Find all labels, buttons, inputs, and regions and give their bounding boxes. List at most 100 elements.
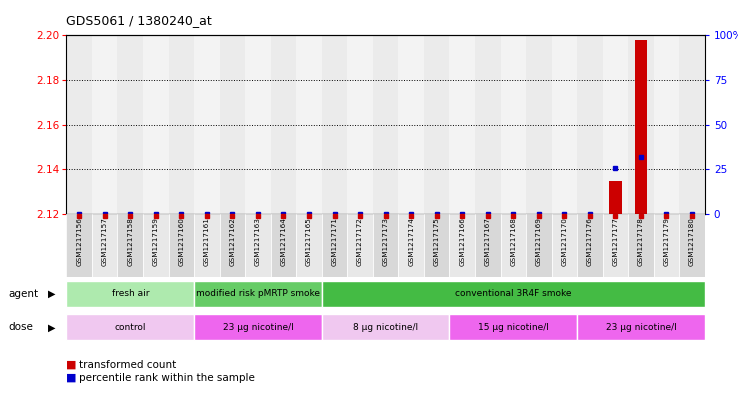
Text: percentile rank within the sample: percentile rank within the sample bbox=[79, 373, 255, 383]
Text: 23 μg nicotine/l: 23 μg nicotine/l bbox=[606, 323, 676, 332]
Text: 15 μg nicotine/l: 15 μg nicotine/l bbox=[477, 323, 549, 332]
Bar bbox=[194, 314, 322, 340]
Bar bbox=[449, 35, 475, 214]
Bar bbox=[679, 35, 705, 214]
Bar bbox=[373, 35, 399, 214]
Text: GSM1217179: GSM1217179 bbox=[663, 217, 669, 266]
Bar bbox=[679, 214, 705, 277]
Text: GDS5061 / 1380240_at: GDS5061 / 1380240_at bbox=[66, 14, 212, 27]
Bar bbox=[220, 35, 245, 214]
Bar bbox=[635, 40, 647, 214]
Bar bbox=[66, 214, 92, 277]
Text: GSM1217170: GSM1217170 bbox=[562, 217, 568, 266]
Text: GSM1217167: GSM1217167 bbox=[485, 217, 491, 266]
Bar bbox=[609, 181, 622, 214]
Bar bbox=[322, 281, 705, 307]
Bar bbox=[92, 214, 117, 277]
Bar bbox=[194, 214, 220, 277]
Bar bbox=[577, 35, 603, 214]
Bar bbox=[475, 214, 500, 277]
Text: ■: ■ bbox=[66, 360, 77, 370]
Bar bbox=[117, 35, 143, 214]
Bar bbox=[66, 281, 194, 307]
Bar bbox=[271, 214, 296, 277]
Bar bbox=[66, 35, 92, 214]
Text: GSM1217168: GSM1217168 bbox=[510, 217, 517, 266]
Text: GSM1217172: GSM1217172 bbox=[357, 217, 363, 266]
Bar bbox=[348, 214, 373, 277]
Bar bbox=[117, 214, 143, 277]
Bar bbox=[551, 214, 577, 277]
Text: 8 μg nicotine/l: 8 μg nicotine/l bbox=[353, 323, 418, 332]
Bar bbox=[220, 214, 245, 277]
Text: GSM1217157: GSM1217157 bbox=[102, 217, 108, 266]
Bar bbox=[245, 35, 271, 214]
Text: GSM1217166: GSM1217166 bbox=[459, 217, 465, 266]
Bar bbox=[245, 214, 271, 277]
Bar bbox=[271, 35, 296, 214]
Bar bbox=[577, 214, 603, 277]
Text: GSM1217174: GSM1217174 bbox=[408, 217, 414, 266]
Bar bbox=[577, 314, 705, 340]
Text: GSM1217178: GSM1217178 bbox=[638, 217, 644, 266]
Text: GSM1217173: GSM1217173 bbox=[382, 217, 389, 266]
Bar bbox=[143, 214, 168, 277]
Bar bbox=[603, 214, 628, 277]
Text: GSM1217164: GSM1217164 bbox=[280, 217, 286, 266]
Text: agent: agent bbox=[9, 289, 39, 299]
Text: modified risk pMRTP smoke: modified risk pMRTP smoke bbox=[196, 289, 320, 298]
Bar bbox=[92, 35, 117, 214]
Text: GSM1217160: GSM1217160 bbox=[179, 217, 184, 266]
Text: GSM1217159: GSM1217159 bbox=[153, 217, 159, 266]
Bar bbox=[628, 214, 654, 277]
Text: dose: dose bbox=[9, 322, 34, 332]
Bar bbox=[66, 314, 194, 340]
Text: GSM1217158: GSM1217158 bbox=[127, 217, 134, 266]
Bar bbox=[424, 35, 449, 214]
Text: GSM1217180: GSM1217180 bbox=[689, 217, 695, 266]
Bar bbox=[449, 314, 577, 340]
Text: GSM1217177: GSM1217177 bbox=[613, 217, 618, 266]
Bar bbox=[449, 214, 475, 277]
Text: transformed count: transformed count bbox=[79, 360, 176, 370]
Text: GSM1217156: GSM1217156 bbox=[76, 217, 82, 266]
Bar bbox=[654, 35, 679, 214]
Bar bbox=[475, 35, 500, 214]
Bar bbox=[628, 35, 654, 214]
Bar bbox=[296, 35, 322, 214]
Text: GSM1217162: GSM1217162 bbox=[230, 217, 235, 266]
Text: 23 μg nicotine/l: 23 μg nicotine/l bbox=[223, 323, 293, 332]
Text: GSM1217169: GSM1217169 bbox=[536, 217, 542, 266]
Bar bbox=[526, 214, 551, 277]
Text: ▶: ▶ bbox=[48, 322, 55, 332]
Bar bbox=[296, 214, 322, 277]
Bar bbox=[168, 214, 194, 277]
Bar bbox=[551, 35, 577, 214]
Text: ■: ■ bbox=[66, 373, 77, 383]
Text: GSM1217161: GSM1217161 bbox=[204, 217, 210, 266]
Bar bbox=[654, 214, 679, 277]
Bar bbox=[603, 35, 628, 214]
Bar bbox=[500, 35, 526, 214]
Bar bbox=[143, 35, 168, 214]
Text: GSM1217176: GSM1217176 bbox=[587, 217, 593, 266]
Bar bbox=[399, 35, 424, 214]
Bar bbox=[500, 214, 526, 277]
Text: control: control bbox=[114, 323, 146, 332]
Bar bbox=[322, 314, 449, 340]
Bar bbox=[399, 214, 424, 277]
Text: conventional 3R4F smoke: conventional 3R4F smoke bbox=[455, 289, 571, 298]
Bar bbox=[168, 35, 194, 214]
Bar bbox=[322, 35, 348, 214]
Bar bbox=[322, 214, 348, 277]
Bar bbox=[348, 35, 373, 214]
Text: GSM1217163: GSM1217163 bbox=[255, 217, 261, 266]
Bar bbox=[194, 35, 220, 214]
Text: fresh air: fresh air bbox=[111, 289, 149, 298]
Bar bbox=[526, 35, 551, 214]
Text: GSM1217171: GSM1217171 bbox=[331, 217, 337, 266]
Bar bbox=[194, 281, 322, 307]
Bar bbox=[424, 214, 449, 277]
Bar bbox=[373, 214, 399, 277]
Text: ▶: ▶ bbox=[48, 289, 55, 299]
